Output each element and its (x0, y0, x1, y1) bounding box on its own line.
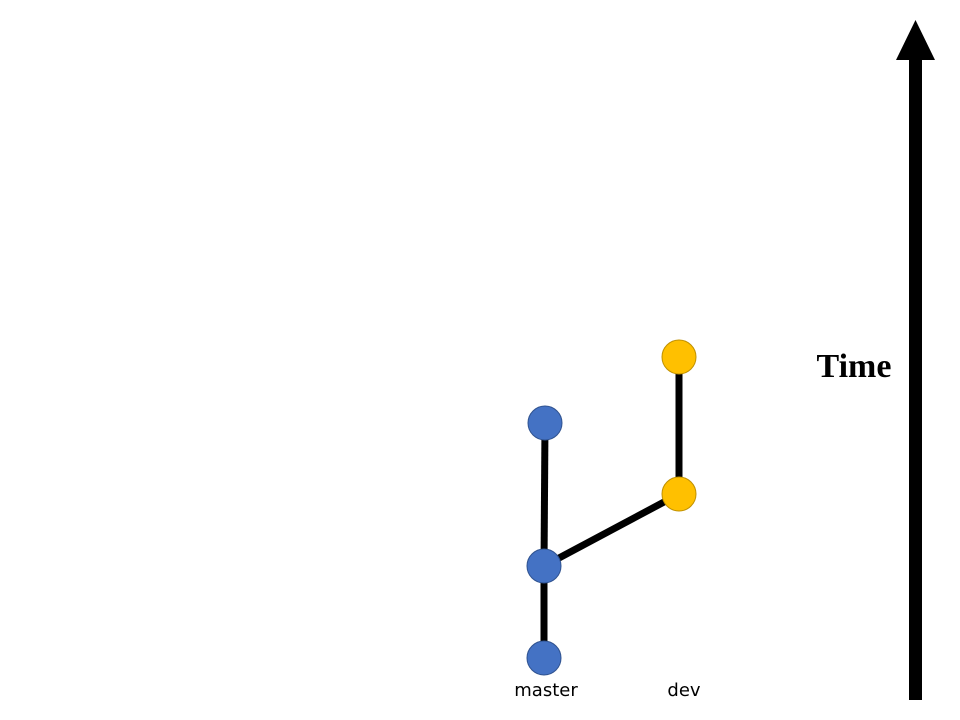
branch-label-master: master (514, 680, 578, 701)
commits-layer (526, 339, 697, 676)
edges-layer (540, 357, 683, 658)
commit-m1 (526, 640, 562, 676)
time-axis: Time (817, 20, 935, 700)
time-axis-shaft (909, 58, 922, 700)
commit-d1 (661, 476, 697, 512)
time-axis-arrowhead (896, 20, 935, 60)
branch-label-dev: dev (667, 680, 701, 701)
edge-m2-m3 (540, 422, 549, 567)
commit-m2 (526, 548, 562, 584)
time-axis-label: Time (817, 348, 892, 385)
commit-d2 (661, 339, 697, 375)
commit-m3 (527, 405, 563, 441)
edge-m2-d1 (542, 490, 681, 570)
